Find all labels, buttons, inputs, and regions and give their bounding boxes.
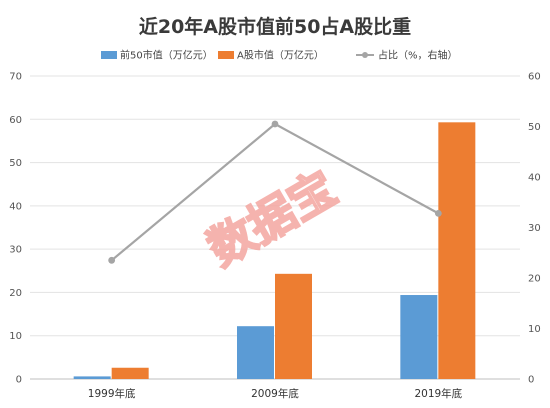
y-left-tick-label: 0 (16, 375, 22, 386)
ratio-point-1 (271, 120, 279, 128)
y-left-tick-label: 30 (9, 245, 22, 256)
bar-ashare-1 (275, 273, 312, 379)
bar-top50-2 (400, 295, 438, 379)
bar-top50-0 (73, 376, 111, 379)
legend-swatch-box (101, 51, 117, 59)
y-left-tick-label: 50 (9, 158, 22, 169)
y-right-tick-label: 0 (528, 375, 534, 386)
y-left-tick-label: 70 (9, 72, 22, 83)
y-right-tick-label: 10 (528, 324, 541, 335)
y-left-tick-label: 40 (9, 201, 22, 212)
chart-title: 近20年A股市值前50占A股比重 (139, 15, 411, 38)
legend-label: 前50市值（万亿元） (120, 49, 213, 62)
legend: 前50市值（万亿元） A股市值（万亿元） 占比（%，右轴） (101, 49, 458, 62)
y-right-tick-label: 50 (528, 122, 541, 133)
y-right-tick-label: 40 (528, 173, 541, 184)
x-category-label: 1999年底 (88, 387, 136, 400)
x-category-label: 2019年底 (414, 387, 462, 400)
bar-ashare-2 (438, 122, 476, 380)
y-right-tick-label: 60 (528, 72, 541, 83)
y-left-tick-label: 60 (9, 115, 22, 126)
axes: 0 10 20 30 40 50 60 70 0 10 20 30 40 50 60 1999年底 2009年底… (9, 72, 540, 401)
legend-swatch-box (218, 51, 234, 59)
ratio-point-0 (108, 256, 116, 264)
bar-ashare-0 (111, 367, 149, 379)
legend-label: A股市值（万亿元） (237, 49, 324, 62)
y-left-tick-label: 10 (9, 331, 22, 342)
watermark-text: 数据宝 (199, 161, 346, 277)
y-right-tick-label: 20 (528, 274, 541, 285)
legend-label: 占比（%，右轴） (378, 49, 458, 62)
y-right-tick-label: 30 (528, 223, 541, 234)
bars (73, 122, 476, 380)
ratio-line (108, 120, 442, 264)
y-left-tick-label: 20 (9, 288, 22, 299)
legend-swatch-marker (362, 52, 368, 58)
x-category-label: 2009年底 (251, 387, 299, 400)
bar-top50-1 (237, 326, 274, 379)
ratio-point-2 (434, 209, 442, 217)
